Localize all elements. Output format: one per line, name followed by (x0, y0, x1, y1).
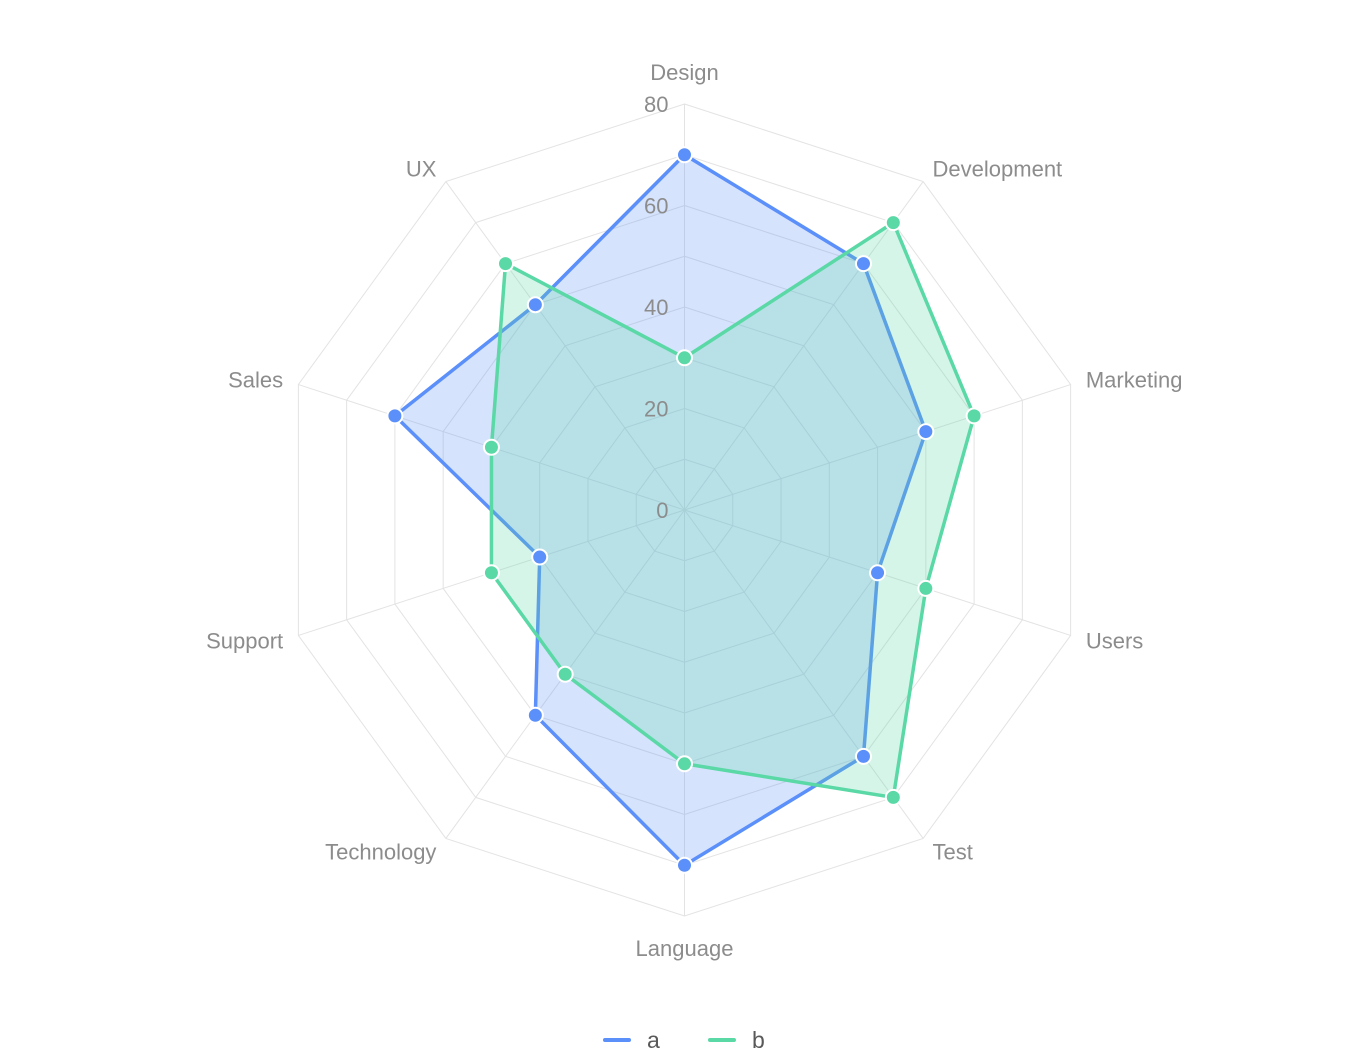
radial-tick-labels: 0 20 40 60 80 (644, 92, 668, 523)
tick-label: 60 (644, 194, 668, 219)
series-a-point-language[interactable] (676, 856, 693, 874)
series-a-point-technology[interactable] (526, 706, 544, 724)
grid-spoke (684, 384, 1071, 511)
series-areas (393, 153, 976, 867)
tick-label: 80 (644, 92, 668, 117)
series-b-point-marketing[interactable] (965, 407, 983, 425)
series-b-point-sales[interactable] (482, 438, 500, 456)
grid-spoke (684, 181, 924, 511)
category-label-marketing: Marketing (1086, 368, 1183, 393)
series-a-point-test[interactable] (854, 747, 872, 765)
series-a-point-sales[interactable] (386, 407, 404, 425)
series-b-point-development[interactable] (884, 214, 902, 232)
category-label-sales: Sales (228, 368, 283, 393)
tick-label: 40 (644, 295, 668, 320)
series-b-point-language[interactable] (676, 755, 693, 773)
category-labels: Design Development Marketing Users Test Langu… (206, 60, 1182, 961)
series-a-point-development[interactable] (854, 255, 872, 273)
category-label-language: Language (636, 936, 734, 961)
grid-spoke (445, 181, 685, 511)
category-label-development: Development (933, 157, 1063, 182)
series-points[interactable] (386, 146, 983, 874)
series-a-point-ux[interactable] (526, 296, 544, 314)
category-label-technology: Technology (325, 839, 436, 864)
grid-spoke (684, 509, 924, 839)
series-b-point-test[interactable] (884, 788, 902, 806)
category-label-users: Users (1086, 628, 1143, 653)
category-label-support: Support (206, 628, 283, 653)
tick-label: 0 (656, 498, 668, 523)
legend-label: a (647, 1027, 660, 1053)
series-a-point-users[interactable] (869, 564, 887, 582)
series-b-point-support[interactable] (482, 564, 500, 582)
series-a-area (394, 154, 926, 866)
category-label-design: Design (650, 60, 718, 85)
series-b-point-ux[interactable] (497, 255, 515, 273)
tick-label: 20 (644, 397, 668, 422)
series-b-area (491, 222, 975, 798)
series-a-point-marketing[interactable] (917, 423, 935, 441)
series-b-point-users[interactable] (917, 579, 935, 597)
legend-label: b (752, 1027, 765, 1053)
category-label-test: Test (933, 839, 973, 864)
series-a-point-support[interactable] (531, 548, 549, 566)
legend-item-a[interactable]: a (603, 1027, 660, 1053)
series-b-point-design[interactable] (676, 349, 693, 367)
series-b-point-technology[interactable] (556, 665, 574, 683)
category-label-ux: UX (406, 157, 437, 182)
series-a-point-design[interactable] (676, 146, 693, 164)
legend-item-b[interactable]: b (708, 1027, 765, 1053)
